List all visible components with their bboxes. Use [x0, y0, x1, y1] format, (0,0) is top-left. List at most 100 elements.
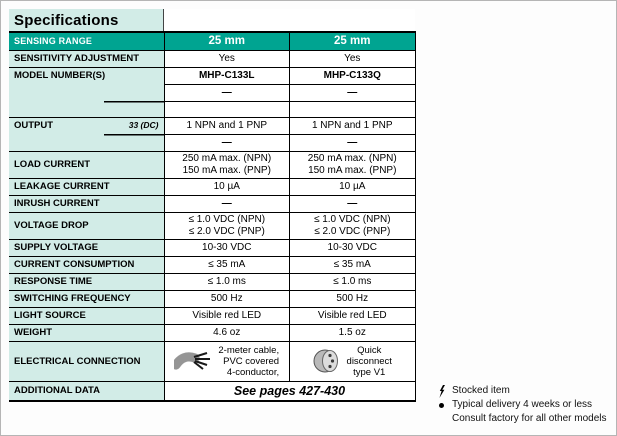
spec-value-line: 250 mA max. (NPN) — [182, 152, 272, 164]
spec-value-line: 150 mA max. (PNP) — [182, 164, 271, 176]
spec-label-text: ADDITIONAL DATA — [14, 385, 101, 397]
title-row: Specifications — [9, 9, 415, 31]
spec-label: SENSITIVITY ADJUSTMENT — [9, 49, 165, 67]
legend-item: Consult factory for all other models — [438, 412, 613, 426]
spec-label: CURRENT CONSUMPTION — [9, 255, 165, 273]
spec-label-text: MODEL NUMBER(S) — [14, 70, 106, 82]
spec-label: INRUSH CURRENT — [9, 194, 165, 212]
connection-cell: 2-meter cable, PVC covered 4-conductor, — [167, 345, 288, 378]
spec-value-line: ≤ 2.0 VDC (PNP) — [188, 225, 265, 237]
spec-label: ELECTRICAL CONNECTION — [9, 340, 165, 381]
spec-label-text: RESPONSE TIME — [14, 276, 93, 287]
spec-label-text: VOLTAGE DROP — [14, 220, 89, 231]
spec-value: 10 µA — [289, 177, 416, 195]
connection-line: 4-conductor, — [226, 366, 280, 378]
page-title: Specifications — [9, 9, 164, 31]
spec-value-line: MHP-C133L — [198, 69, 255, 81]
spec-value-line: — — [221, 197, 232, 209]
spec-value-line: 500 Hz — [336, 292, 369, 304]
spec-value-line: 500 Hz — [210, 292, 243, 304]
spec-label-continuation — [9, 101, 165, 117]
spec-label-text: LOAD CURRENT — [14, 159, 90, 170]
spec-value-line: 10 µA — [339, 180, 366, 192]
spec-label-text: CURRENT CONSUMPTION — [14, 259, 135, 270]
spec-value: — — [164, 83, 290, 101]
specifications-table: SENSING RANGE 25 mm 25 mm SENSITIVITY ADJUS… — [9, 31, 416, 402]
bullet-icon — [439, 403, 444, 408]
connection-line: Quick — [357, 344, 382, 356]
legend-item: Stocked item — [438, 384, 613, 398]
spec-value-line: ≤ 35 mA — [208, 258, 246, 270]
spec-value-line: 1.5 oz — [338, 326, 366, 338]
spec-value-line: 10 µA — [213, 180, 240, 192]
spec-value: — — [164, 194, 290, 212]
spec-value-line: ≤ 1.0 VDC (NPN) — [188, 213, 266, 225]
spec-value: ≤ 1.0 ms — [164, 272, 290, 290]
spec-row: OUTPUT 33 (DC) 1 NPN and 1 PNP 1 NPN and 1 … — [9, 116, 416, 134]
spec-value: MHP-C133L — [164, 66, 290, 84]
spec-value-line: MHP-C133Q — [323, 69, 381, 81]
spec-value: 250 mA max. (NPN) 150 mA max. (PNP) — [289, 150, 416, 178]
spec-row: CURRENT CONSUMPTION ≤ 35 mA ≤ 35 mA — [9, 255, 416, 273]
spec-value-line: ≤ 2.0 VDC (PNP) — [314, 225, 391, 237]
spec-value: 500 Hz — [164, 289, 290, 307]
legend: Stocked item Typical delivery 4 weeks or … — [438, 384, 613, 426]
connection-description: 2-meter cable, PVC covered 4-conductor, — [218, 345, 279, 378]
spec-label-text: LIGHT SOURCE — [14, 310, 86, 321]
spec-value: 10 µA — [164, 177, 290, 195]
spec-row: LOAD CURRENT 250 mA max. (NPN) 150 mA max.… — [9, 150, 416, 178]
connection-line: disconnect — [346, 355, 392, 367]
spec-label: VOLTAGE DROP — [9, 211, 165, 239]
spec-value: 1 NPN and 1 PNP — [289, 116, 416, 134]
spec-value-line: 1 NPN and 1 PNP — [186, 119, 268, 131]
spec-value: Visible red LED — [164, 306, 290, 324]
spec-label: WEIGHT — [9, 323, 165, 341]
spec-label-text: LEAKAGE CURRENT — [14, 181, 110, 192]
spec-row: SWITCHING FREQUENCY 500 Hz 500 Hz — [9, 289, 416, 307]
connection-line: PVC covered — [223, 355, 280, 367]
spec-label: MODEL NUMBER(S) — [9, 66, 165, 84]
spec-label-text: WEIGHT — [14, 327, 52, 338]
spec-value-line: ≤ 1.0 ms — [333, 275, 372, 287]
spec-value: ≤ 1.0 ms — [289, 272, 416, 290]
title-spacer — [164, 9, 415, 31]
spec-value: 500 Hz — [289, 289, 416, 307]
spec-label-continuation — [9, 134, 165, 151]
spec-label: RESPONSE TIME — [9, 272, 165, 290]
spec-value-line: 10-30 VDC — [202, 241, 252, 253]
spec-label-text: ELECTRICAL CONNECTION — [14, 355, 141, 367]
spec-label-text: SUPPLY VOLTAGE — [14, 242, 99, 253]
spec-value-line: 4.6 oz — [213, 326, 241, 338]
spec-row: SENSITIVITY ADJUSTMENT Yes Yes — [9, 49, 416, 67]
legend-text: Consult factory for all other models — [452, 413, 607, 424]
spec-value-line: 1 NPN and 1 PNP — [311, 119, 393, 131]
lightning-icon — [439, 385, 445, 398]
spec-value-line: ≤ 1.0 VDC (NPN) — [313, 213, 391, 225]
spec-row: MODEL NUMBER(S) MHP-C133L MHP-C133Q — [9, 66, 416, 84]
spec-value: Visible red LED — [289, 306, 416, 324]
spec-value-line: 10-30 VDC — [327, 241, 377, 253]
spec-label: LIGHT SOURCE — [9, 306, 165, 324]
spec-value-line: Yes — [218, 52, 235, 64]
spec-value-span: See pages 427-430 — [164, 380, 416, 402]
spec-value-line: Visible red LED — [192, 309, 262, 321]
spec-row: — — — [9, 133, 416, 151]
sensing-range-header-value: 25 mm — [164, 31, 290, 50]
spec-value: MHP-C133Q — [289, 66, 416, 84]
spec-label: LEAKAGE CURRENT — [9, 177, 165, 195]
spec-value-line: 150 mA max. (PNP) — [308, 164, 397, 176]
spec-value-line: — — [221, 86, 232, 98]
spec-label-note: 33 (DC) — [128, 120, 159, 131]
connection-cell: Quick disconnect type V1 — [292, 345, 413, 378]
spec-value-line: — — [347, 197, 358, 209]
bullet-icon — [438, 398, 452, 408]
spec-value-line: Yes — [344, 52, 361, 64]
sensing-range-header-value: 25 mm — [289, 31, 416, 50]
spec-value: ≤ 1.0 VDC (NPN) ≤ 2.0 VDC (PNP) — [289, 211, 416, 239]
spec-label: OUTPUT 33 (DC) — [9, 116, 165, 134]
spec-row: LIGHT SOURCE Visible red LED Visible red L… — [9, 306, 416, 324]
spec-value: Quick disconnect type V1 — [289, 340, 416, 381]
spec-row: VOLTAGE DROP ≤ 1.0 VDC (NPN) ≤ 2.0 VDC (PN… — [9, 211, 416, 239]
spec-value — [164, 100, 290, 117]
